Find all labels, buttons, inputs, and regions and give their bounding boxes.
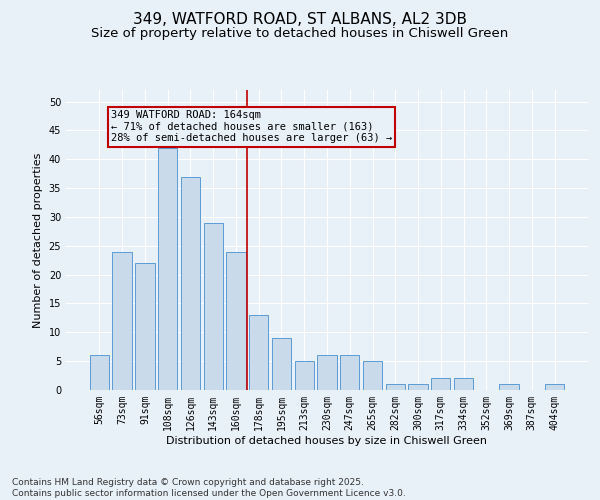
Text: Contains HM Land Registry data © Crown copyright and database right 2025.
Contai: Contains HM Land Registry data © Crown c…	[12, 478, 406, 498]
Bar	[226, 252, 245, 390]
Text: Size of property relative to detached houses in Chiswell Green: Size of property relative to detached ho…	[91, 28, 509, 40]
Bar	[340, 356, 359, 390]
Bar	[158, 148, 178, 390]
Bar	[317, 356, 337, 390]
Bar	[272, 338, 291, 390]
Bar	[90, 356, 109, 390]
Bar	[431, 378, 451, 390]
Bar	[295, 361, 314, 390]
Bar	[409, 384, 428, 390]
Bar	[499, 384, 519, 390]
Bar	[135, 263, 155, 390]
X-axis label: Distribution of detached houses by size in Chiswell Green: Distribution of detached houses by size …	[167, 436, 487, 446]
Bar	[386, 384, 405, 390]
Bar	[454, 378, 473, 390]
Bar	[203, 222, 223, 390]
Text: 349, WATFORD ROAD, ST ALBANS, AL2 3DB: 349, WATFORD ROAD, ST ALBANS, AL2 3DB	[133, 12, 467, 28]
Bar	[112, 252, 132, 390]
Bar	[181, 176, 200, 390]
Text: 349 WATFORD ROAD: 164sqm
← 71% of detached houses are smaller (163)
28% of semi-: 349 WATFORD ROAD: 164sqm ← 71% of detach…	[111, 110, 392, 144]
Bar	[545, 384, 564, 390]
Bar	[363, 361, 382, 390]
Bar	[249, 315, 268, 390]
Y-axis label: Number of detached properties: Number of detached properties	[33, 152, 43, 328]
